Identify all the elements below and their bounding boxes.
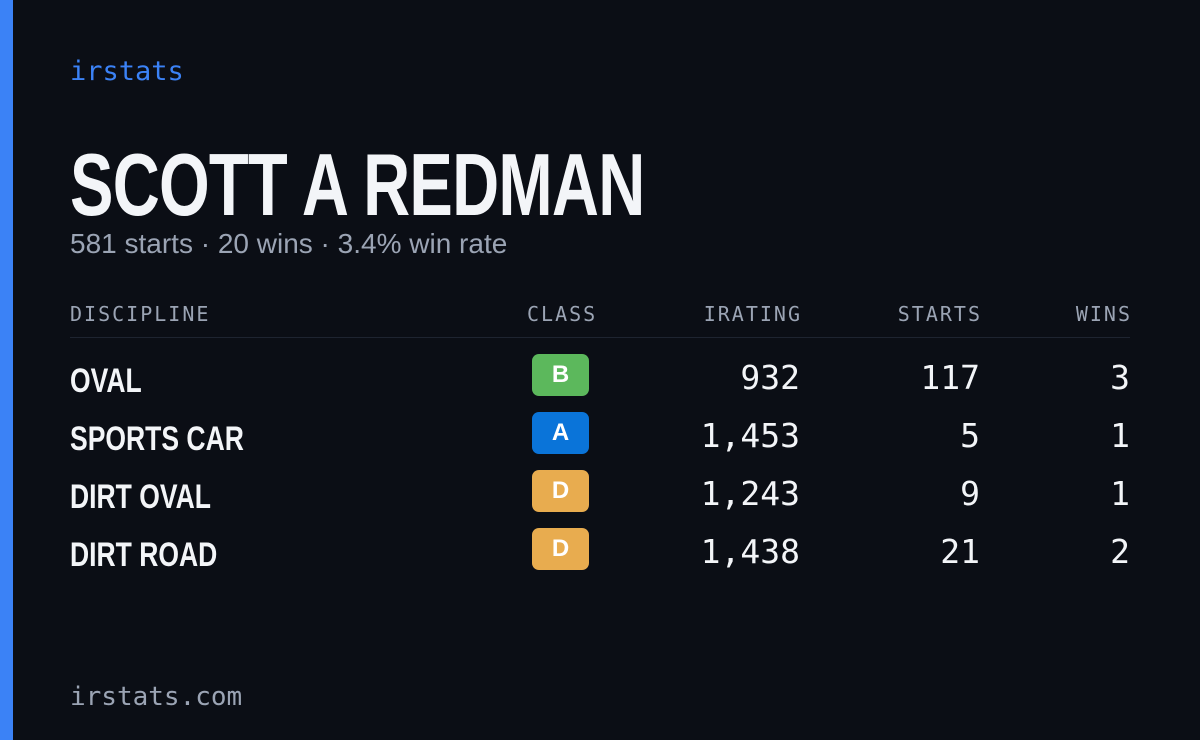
irating: 932 bbox=[740, 358, 800, 397]
class-badge: D bbox=[532, 528, 589, 570]
irating: 1,453 bbox=[700, 416, 800, 455]
header: IRATING bbox=[703, 302, 802, 326]
discipline: OVAL bbox=[70, 362, 142, 400]
discipline: SPORTS CAR bbox=[70, 420, 244, 458]
starts: 21 bbox=[940, 532, 980, 571]
class-badge: A bbox=[532, 412, 589, 454]
header-rule bbox=[70, 337, 1130, 338]
wins: 2 bbox=[1110, 532, 1130, 571]
discipline: DIRT ROAD bbox=[70, 536, 218, 574]
header: CLASS bbox=[527, 302, 598, 326]
starts: 117 bbox=[920, 358, 980, 397]
header: DISCIPLINE bbox=[70, 302, 211, 326]
header: STARTS bbox=[897, 302, 982, 326]
wins: 1 bbox=[1110, 416, 1130, 455]
accent-bar bbox=[0, 0, 13, 740]
summary: 581 starts · 20 wins · 3.4% win rate bbox=[70, 228, 508, 259]
driver-name: SCOTT A REDMAN bbox=[70, 135, 645, 234]
brand: irstats bbox=[70, 56, 184, 87]
irating: 1,438 bbox=[700, 532, 800, 571]
discipline: DIRT OVAL bbox=[70, 478, 211, 516]
class-badge: D bbox=[532, 470, 589, 512]
footer-url: irstats.com bbox=[70, 682, 243, 712]
starts: 5 bbox=[960, 416, 980, 455]
irating: 1,243 bbox=[700, 474, 800, 513]
header: WINS bbox=[1075, 302, 1132, 326]
class-badge: B bbox=[532, 354, 589, 396]
wins: 1 bbox=[1110, 474, 1130, 513]
wins: 3 bbox=[1110, 358, 1130, 397]
starts: 9 bbox=[960, 474, 980, 513]
